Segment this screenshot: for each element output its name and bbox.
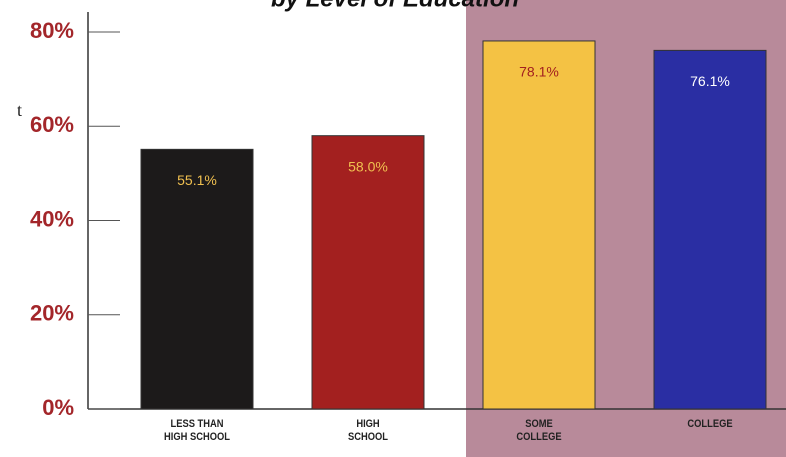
y-tick-label: 40% [30,206,74,231]
x-tick-label: COLLEGE [687,418,733,430]
y-tick-label: 20% [30,301,74,326]
value-label: 76.1% [690,73,730,89]
chart-title: by Level of Education [271,0,519,12]
value-label: 58.0% [348,158,388,174]
annotation: t [17,100,22,120]
y-tick-label: 80% [30,18,74,43]
bar [140,148,254,410]
value-label: 78.1% [519,64,559,80]
x-tick-label: SOME COLLEGE [516,418,562,443]
y-tick-label: 60% [30,112,74,137]
y-tick-label: 0% [42,395,74,420]
x-tick-label: HIGH SCHOOL [347,418,389,443]
bar [311,135,425,410]
bar [653,49,767,410]
x-tick-label: LESS THAN HIGH SCHOOL [164,418,230,443]
bar [482,40,596,410]
value-label: 55.1% [177,172,217,188]
